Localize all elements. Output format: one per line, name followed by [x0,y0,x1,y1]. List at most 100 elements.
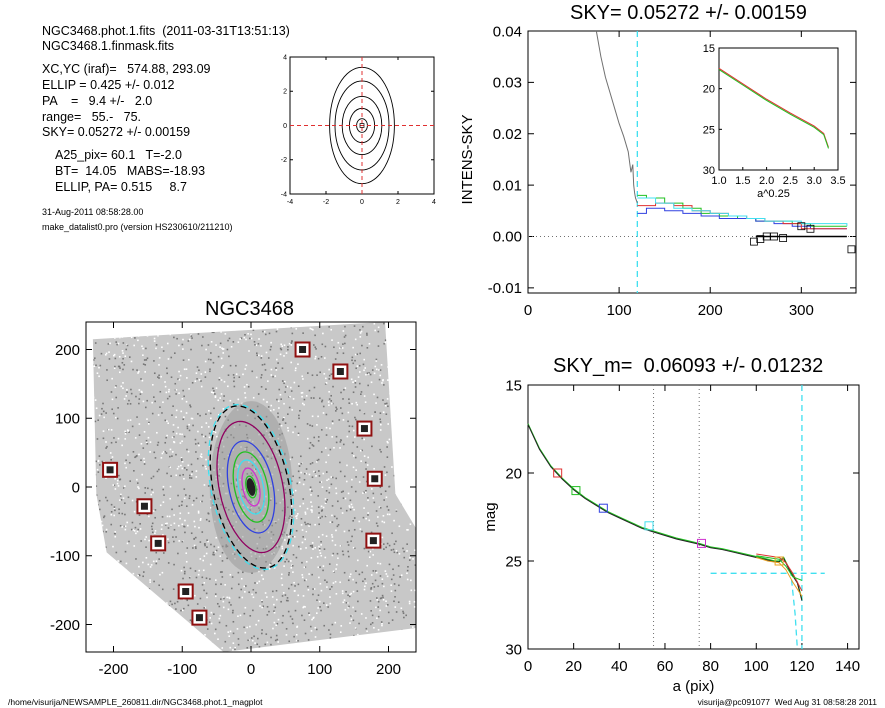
image-noise-dot [331,422,334,425]
image-noise-dot [185,400,188,403]
image-noise-dot [394,595,396,598]
image-noise-dot [311,544,313,547]
image-noise-dot [183,435,186,438]
image-noise-dot [393,600,395,603]
image-noise-dot [147,436,150,439]
image-noise-dot [379,369,382,371]
image-noise-dot [299,325,301,327]
image-noise-dot [212,430,215,433]
image-noise-dot [97,419,99,422]
mag-y-label: 20 [505,465,522,482]
image-noise-dot [124,432,127,435]
image-noise-dot [125,562,128,565]
inset-x-label: 3.0 [807,175,822,187]
image-noise-dot [193,520,196,523]
image-noise-dot [287,574,290,576]
image-noise-dot [110,523,113,526]
image-noise-dot [218,605,221,608]
inset-xlabel: a^0.25 [757,188,790,200]
image-noise-dot [158,374,160,377]
image-noise-dot [106,618,108,620]
image-noise-dot [278,388,281,391]
image-noise-dot [286,534,288,536]
image-noise-dot [92,506,95,508]
image-noise-dot [97,572,99,575]
image-noise-dot [395,509,398,512]
image-noise-dot [325,535,328,538]
image-noise-dot [285,599,288,602]
image-noise-dot [374,365,377,368]
image-noise-dot [339,631,342,633]
image-noise-dot [283,382,285,385]
mag-fan-series [756,553,803,592]
image-noise-dot [363,547,366,550]
image-noise-dot [133,621,136,623]
mag-square-marker [774,556,784,566]
image-noise-dot [181,609,184,612]
image-noise-dot [139,600,142,603]
image-noise-dot [321,343,324,346]
image-noise-dot [214,632,216,635]
galaxy-isophote [241,467,261,507]
image-noise-dot [145,629,148,631]
image-noise-dot [183,488,186,490]
image-noise-dot [401,354,404,357]
image-noise-dot [249,615,252,617]
image-noise-dot [180,410,183,413]
image-noise-dot [270,643,272,646]
image-noise-dot [406,569,409,572]
image-noise-dot [158,558,160,560]
image-noise-dot [119,524,122,527]
image-noise-dot [164,419,167,422]
image-noise-dot [318,475,321,477]
mag-frame [527,384,860,650]
image-noise-dot [169,448,172,451]
image-noise-dot [408,477,410,479]
image-noise-dot [91,503,93,505]
image-noise-dot [357,600,359,603]
image-noise-dot [91,573,93,575]
image-noise-dot [334,544,337,546]
image-noise-dot [355,570,357,572]
image-noise-dot [222,352,225,354]
image-noise-dot [244,591,246,593]
image-noise-dot [302,378,304,380]
image-noise-dot [364,491,367,494]
image-noise-dot [99,619,101,621]
image-noise-dot [158,468,160,471]
image-noise-dot [158,357,161,359]
image-noise-dot [114,488,117,490]
image-noise-dot [137,335,140,337]
image-noise-dot [380,493,382,495]
image-noise-dot [197,430,199,433]
image-noise-dot [335,487,337,490]
image-noise-dot [122,368,124,371]
image-noise-dot [339,545,342,547]
image-noise-dot [88,336,90,338]
image-noise-dot [193,537,195,540]
image-noise-dot [152,491,154,494]
image-noise-dot [323,548,326,550]
image-noise-dot [105,496,107,499]
image-noise-dot [267,380,269,382]
image-noise-dot [108,607,111,610]
image-noise-dot [282,648,285,651]
image-noise-dot [209,368,211,371]
image-noise-dot [130,392,133,395]
image-noise-dot [337,557,339,560]
image-noise-dot [202,464,204,467]
image-noise-dot [166,515,169,518]
image-noise-dot [358,382,361,385]
image-noise-dot [100,352,103,355]
image-noise-dot [400,574,403,577]
image-noise-dot [178,392,180,394]
image-noise-dot [335,435,338,438]
image-noise-dot [159,390,162,393]
image-noise-dot [161,588,164,591]
image-noise-dot [348,398,350,400]
image-noise-dot [280,600,282,603]
image-noise-dot [260,386,263,388]
image-noise-dot [124,355,127,358]
image-noise-dot [106,584,109,586]
